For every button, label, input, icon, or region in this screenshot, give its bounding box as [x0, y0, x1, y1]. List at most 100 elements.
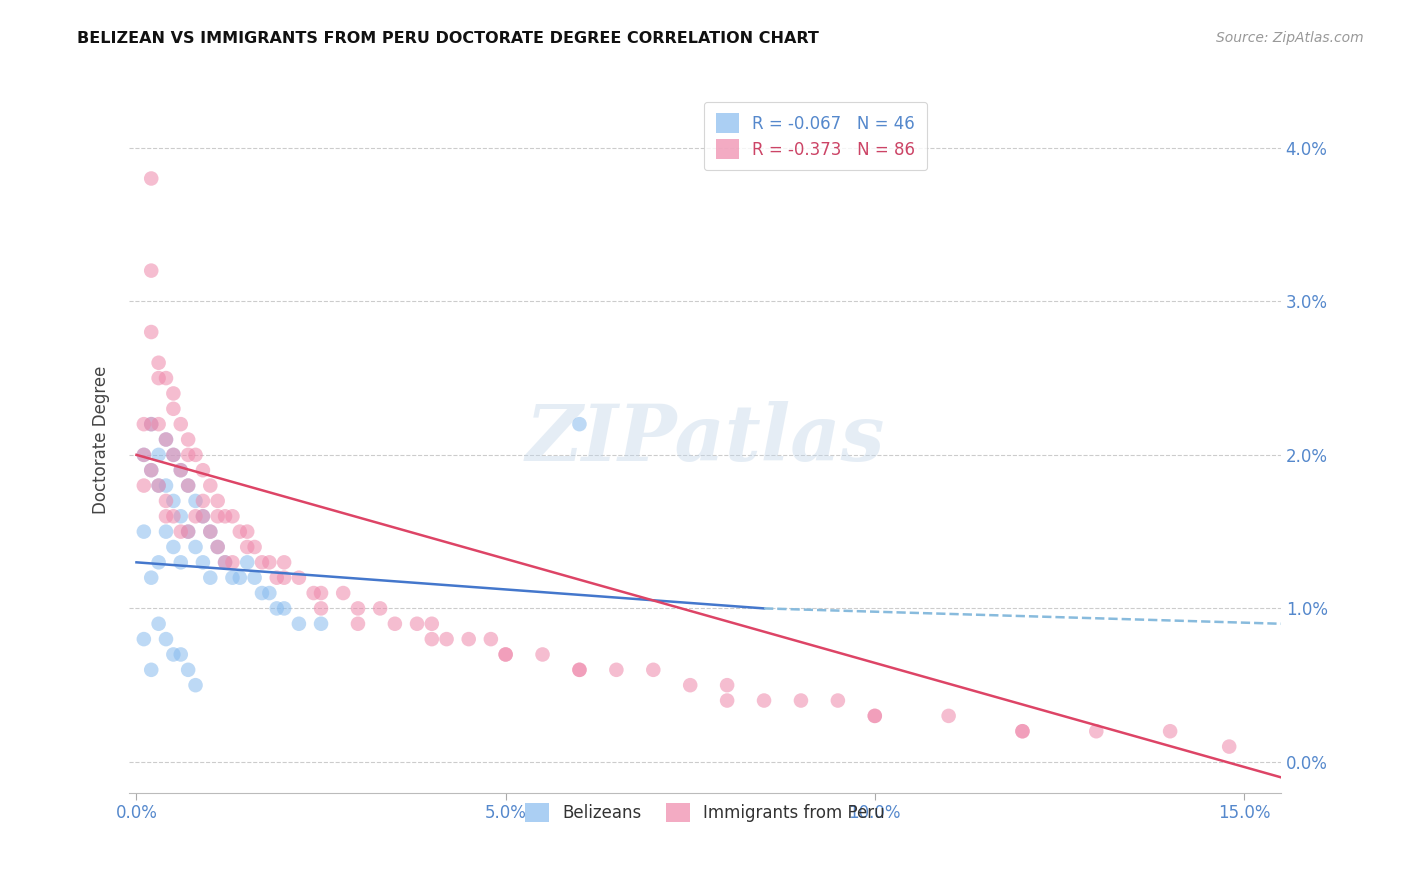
Point	[288, 616, 311, 631]
Point	[1011, 724, 1033, 739]
Point	[191, 494, 214, 508]
Point	[132, 632, 155, 646]
Point	[266, 571, 288, 585]
Point	[170, 555, 193, 569]
Point	[177, 478, 200, 492]
Text: BELIZEAN VS IMMIGRANTS FROM PERU DOCTORATE DEGREE CORRELATION CHART: BELIZEAN VS IMMIGRANTS FROM PERU DOCTORA…	[77, 31, 820, 46]
Point	[132, 448, 155, 462]
Point	[531, 648, 554, 662]
Point	[1011, 724, 1033, 739]
Point	[266, 601, 288, 615]
Point	[155, 632, 177, 646]
Point	[200, 571, 222, 585]
Point	[495, 648, 517, 662]
Point	[236, 555, 259, 569]
Point	[214, 555, 236, 569]
Point	[184, 494, 207, 508]
Point	[148, 371, 170, 385]
Point	[200, 524, 222, 539]
Legend: Belizeans, Immigrants from Peru: Belizeans, Immigrants from Peru	[513, 791, 896, 834]
Point	[495, 648, 517, 662]
Point	[679, 678, 702, 692]
Point	[863, 709, 886, 723]
Point	[162, 494, 184, 508]
Y-axis label: Doctorate Degree: Doctorate Degree	[93, 366, 110, 514]
Point	[170, 648, 193, 662]
Point	[420, 616, 443, 631]
Point	[384, 616, 406, 631]
Point	[420, 632, 443, 646]
Point	[191, 555, 214, 569]
Point	[259, 586, 281, 600]
Point	[177, 448, 200, 462]
Point	[162, 448, 184, 462]
Point	[155, 433, 177, 447]
Point	[309, 601, 332, 615]
Point	[1218, 739, 1240, 754]
Text: Source: ZipAtlas.com: Source: ZipAtlas.com	[1216, 31, 1364, 45]
Point	[568, 663, 591, 677]
Point	[184, 448, 207, 462]
Point	[229, 571, 252, 585]
Point	[184, 509, 207, 524]
Point	[716, 693, 738, 707]
Point	[141, 171, 163, 186]
Point	[752, 693, 775, 707]
Point	[132, 524, 155, 539]
Point	[141, 663, 163, 677]
Point	[141, 571, 163, 585]
Point	[938, 709, 960, 723]
Point	[347, 601, 370, 615]
Point	[141, 463, 163, 477]
Point	[406, 616, 429, 631]
Point	[191, 463, 214, 477]
Point	[148, 478, 170, 492]
Point	[302, 586, 325, 600]
Point	[132, 417, 155, 432]
Point	[184, 678, 207, 692]
Point	[170, 463, 193, 477]
Point	[155, 494, 177, 508]
Point	[177, 478, 200, 492]
Point	[141, 417, 163, 432]
Point	[155, 478, 177, 492]
Point	[177, 524, 200, 539]
Point	[229, 524, 252, 539]
Point	[716, 678, 738, 692]
Point	[273, 601, 295, 615]
Point	[162, 648, 184, 662]
Point	[214, 509, 236, 524]
Point	[643, 663, 665, 677]
Text: ZIPatlas: ZIPatlas	[526, 401, 884, 478]
Point	[332, 586, 354, 600]
Point	[243, 540, 266, 554]
Point	[132, 448, 155, 462]
Point	[250, 555, 273, 569]
Point	[207, 494, 229, 508]
Point	[170, 463, 193, 477]
Point	[148, 555, 170, 569]
Point	[827, 693, 849, 707]
Point	[457, 632, 479, 646]
Point	[207, 540, 229, 554]
Point	[288, 571, 311, 585]
Point	[309, 586, 332, 600]
Point	[132, 478, 155, 492]
Point	[170, 524, 193, 539]
Point	[243, 571, 266, 585]
Point	[568, 417, 591, 432]
Point	[214, 555, 236, 569]
Point	[141, 463, 163, 477]
Point	[170, 417, 193, 432]
Point	[177, 433, 200, 447]
Point	[207, 540, 229, 554]
Point	[191, 509, 214, 524]
Point	[148, 616, 170, 631]
Point	[148, 417, 170, 432]
Point	[162, 386, 184, 401]
Point	[155, 371, 177, 385]
Point	[162, 401, 184, 416]
Point	[1159, 724, 1181, 739]
Point	[259, 555, 281, 569]
Point	[141, 263, 163, 277]
